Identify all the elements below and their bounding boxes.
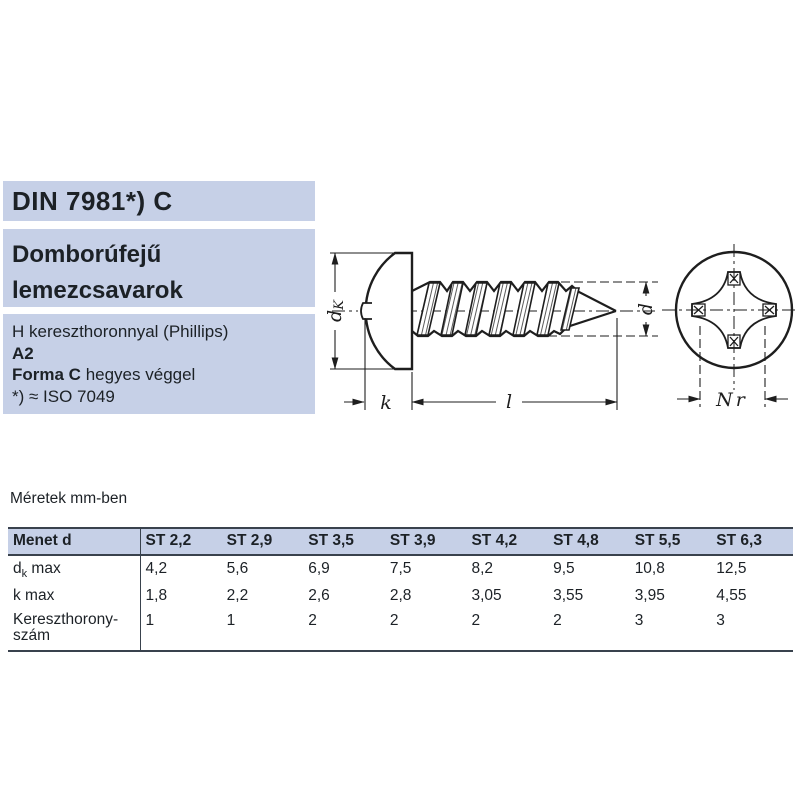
- cell-dk-st35: 6,9: [308, 560, 330, 577]
- cell-dk-st55: 10,8: [634, 560, 665, 577]
- cell-k-st29: 2,2: [226, 587, 249, 605]
- dimension-l: l: [411, 318, 618, 413]
- spec-iso-ref: *) ≈ ISO 7049: [12, 386, 115, 406]
- cell-n-st39: 2: [389, 612, 399, 630]
- cell-n-st22: 1: [145, 612, 155, 630]
- spec-block: H kereszthoronnyal (Phillips) A2 Forma C…: [3, 314, 315, 414]
- screw-front-view: [662, 244, 798, 390]
- thread-top-outline: [411, 280, 617, 312]
- k-dimension-label: k: [380, 392, 392, 414]
- col-header-st42: ST 4,2: [471, 532, 518, 549]
- cell-n-st35: 2: [308, 612, 317, 630]
- cell-dk-st63: 12,5: [716, 560, 747, 577]
- dk-dimension-label: dK: [324, 299, 347, 322]
- screw-side-view: [332, 251, 655, 371]
- col-header-st63: ST 6,3: [716, 532, 762, 549]
- cell-k-st42: 3,05: [471, 587, 502, 605]
- table-row-dk-max: dk max 4,2 5,6 6,9 7,5 8,2 9,5 10,8 12,5: [8, 555, 793, 584]
- product-name-line2: lemezcsavarok: [12, 277, 183, 304]
- col-header-st55: ST 5,5: [634, 532, 681, 549]
- cell-dk-st39: 7,5: [389, 560, 412, 577]
- cell-k-st63: 4,55: [716, 587, 747, 605]
- cell-k-st35: 2,6: [308, 587, 330, 605]
- cell-dk-st29: 5,6: [226, 560, 249, 577]
- cell-n-st29: 1: [226, 612, 236, 630]
- table-row-k-max: k max 1,8 2,2 2,6 2,8 3,05 3,55 3,95 4,5…: [8, 583, 793, 609]
- row-label-k-max: k max: [8, 583, 141, 609]
- standard-title-block: DIN 7981*) C: [3, 181, 315, 221]
- col-header-thread: Menet d: [8, 528, 141, 555]
- phillips-wing-tips: [691, 271, 777, 349]
- cell-k-st39: 2,8: [389, 587, 412, 605]
- cell-k-st22: 1,8: [145, 587, 168, 605]
- col-header-st29: ST 2,9: [226, 532, 273, 549]
- nr-dimension-label: Nr: [715, 389, 748, 411]
- col-header-st39: ST 3,9: [389, 532, 436, 549]
- recess-notch: [360, 302, 372, 320]
- l-dimension-label: l: [506, 391, 512, 413]
- spec-drive: H kereszthoronnyal (Phillips): [12, 322, 229, 341]
- row-label-recess-number: Kereszthorony-szám: [8, 608, 141, 652]
- cell-k-st48: 3,55: [553, 587, 584, 605]
- cell-k-st55: 3,95: [634, 587, 665, 605]
- thread-flights: [415, 282, 581, 336]
- cell-dk-st22: 4,2: [145, 560, 168, 577]
- cell-n-st63: 3: [716, 612, 725, 630]
- dimension-dk: dK: [324, 252, 397, 370]
- product-name-line1: Domborúfejű: [12, 241, 162, 268]
- standard-title: DIN 7981*) C: [12, 186, 173, 216]
- head-circle: [674, 250, 794, 370]
- cell-n-st55: 3: [634, 612, 644, 630]
- row-label-dk-max: dk max: [8, 555, 141, 584]
- d-dimension-label: d: [635, 303, 657, 315]
- thread-bottom-outline: [411, 309, 617, 338]
- col-header-st35: ST 3,5: [308, 532, 354, 549]
- dimension-nr: Nr: [677, 326, 788, 411]
- spec-material: A2: [12, 343, 34, 363]
- dimension-d: d: [548, 281, 658, 337]
- table-header-row: Menet d ST 2,2 ST 2,9 ST 3,5 ST 3,9 ST 4…: [8, 528, 793, 555]
- table-row-recess-number: Kereszthorony-szám 1 1 2 2 2 2 3 3: [8, 608, 793, 652]
- col-header-st48: ST 4,8: [553, 532, 599, 549]
- dimensions-table: Menet d ST 2,2 ST 2,9 ST 3,5 ST 3,9 ST 4…: [8, 527, 793, 653]
- units-note: Méretek mm-ben: [10, 490, 128, 507]
- cell-n-st42: 2: [471, 612, 481, 630]
- cell-dk-st42: 8,2: [471, 560, 494, 577]
- cell-dk-st48: 9,5: [553, 560, 575, 577]
- spec-form: Forma C hegyes véggel: [12, 365, 196, 384]
- screw-head-outline: [364, 251, 414, 371]
- notch-mask: [358, 303, 371, 319]
- technical-drawing: dK k l d Nr: [324, 244, 798, 414]
- product-name-block: Domborúfejű lemezcsavarok: [3, 229, 315, 307]
- cell-n-st48: 2: [553, 612, 562, 630]
- col-header-st22: ST 2,2: [145, 532, 192, 549]
